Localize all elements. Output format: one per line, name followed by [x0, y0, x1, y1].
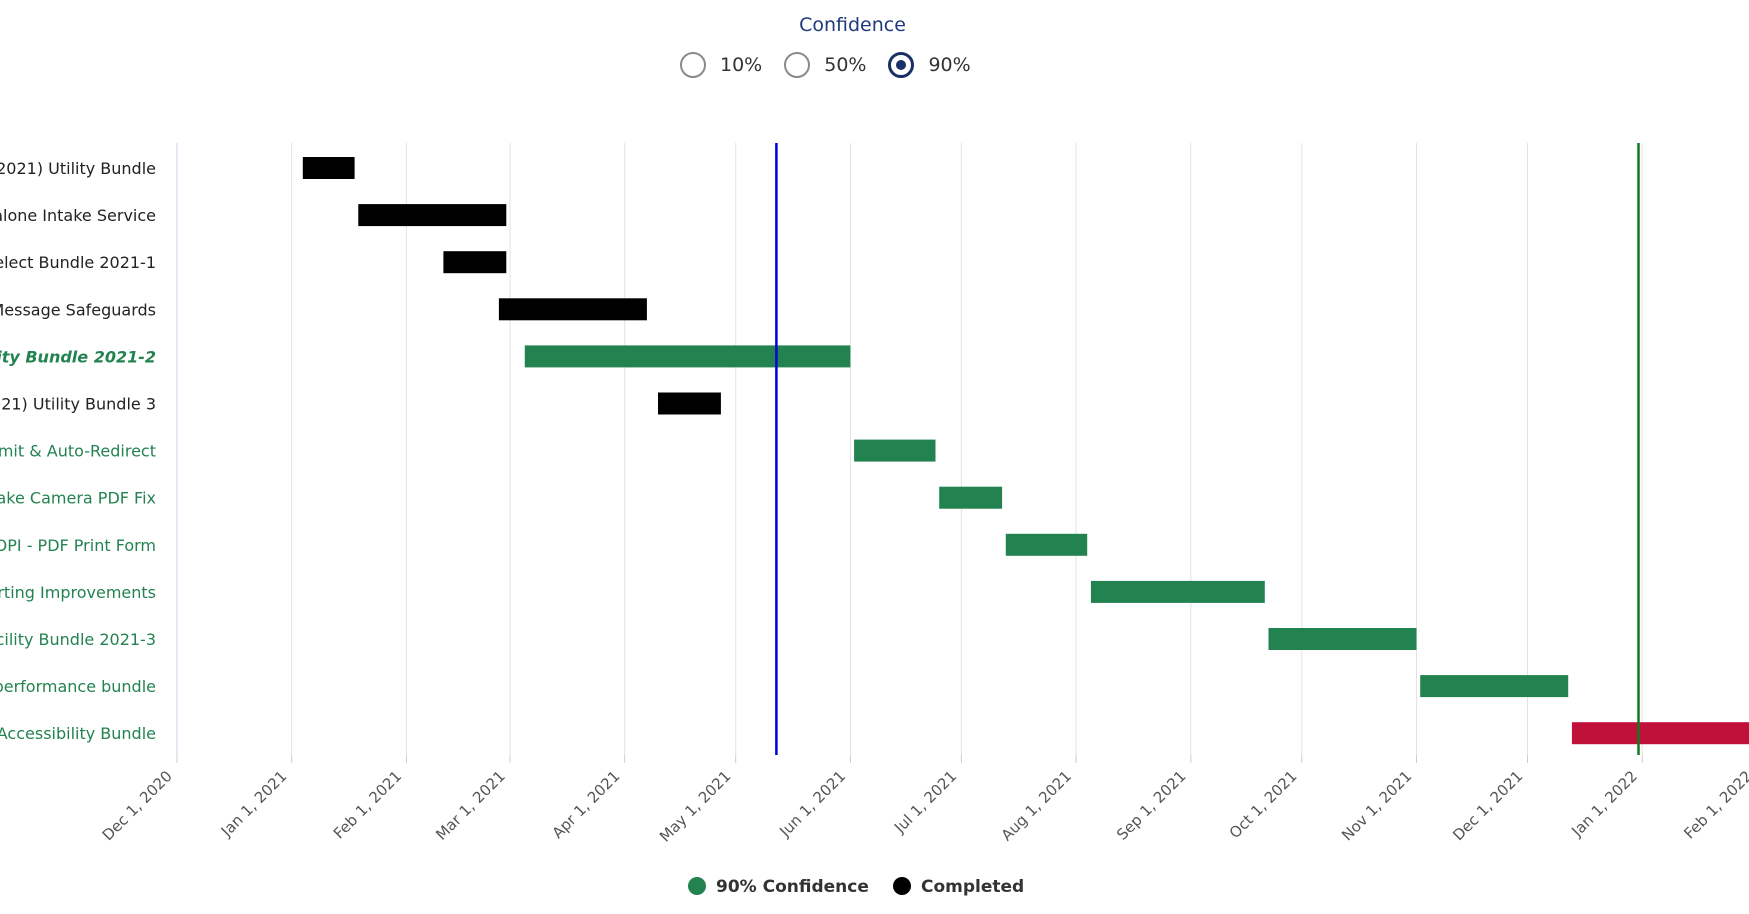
x-tick-label: Dec 1, 2020	[99, 767, 176, 844]
row-label: rting Improvements	[0, 583, 156, 602]
confidence-option-label: 10%	[720, 54, 763, 76]
row-label: ake Camera PDF Fix	[0, 489, 156, 508]
row-label: elect Bundle 2021-1	[0, 253, 156, 272]
gantt-bar	[443, 251, 507, 274]
radio-button-icon[interactable]	[680, 52, 706, 78]
gantt-bar	[1571, 722, 1749, 745]
gantt-bar	[358, 204, 507, 227]
x-tick-label: Mar 1, 2021	[432, 767, 509, 844]
gantt-bar	[302, 157, 355, 179]
x-tick-label: Apr 1, 2021	[549, 767, 624, 842]
row-label: Message Safeguards	[0, 300, 156, 319]
confidence-option-label: 50%	[824, 54, 867, 76]
row-label: lity Bundle 2021-2	[0, 347, 156, 366]
row-label: 2021) Utility Bundle	[0, 159, 156, 178]
row-label: alone Intake Service	[0, 206, 156, 225]
radio-button-icon[interactable]	[784, 52, 811, 78]
x-tick-label: Sep 1, 2021	[1113, 767, 1190, 844]
confidence-option-10[interactable]: 10%	[680, 52, 762, 78]
x-tick-label: Aug 1, 2021	[998, 767, 1075, 844]
x-tick-label: Jul 1, 2021	[890, 767, 960, 837]
confidence-radio-group: 10% 50% 90%	[680, 52, 993, 78]
gantt-bar	[1005, 533, 1088, 556]
gantt-bar	[1268, 628, 1417, 650]
row-label: 021) Utility Bundle 3	[0, 395, 156, 414]
gantt-bar	[524, 345, 851, 368]
x-tick-label: Jan 1, 2021	[217, 767, 291, 841]
legend-label: Completed	[921, 877, 1024, 897]
x-tick-label: Feb 1, 2021	[330, 767, 405, 842]
x-tick-label: Nov 1, 2021	[1338, 767, 1415, 844]
confidence-option-90[interactable]: 90%	[888, 52, 971, 78]
legend-marker-icon	[893, 877, 911, 895]
x-tick-label: Feb 1, 2022	[1680, 767, 1749, 842]
legend-marker-icon	[688, 877, 706, 895]
confidence-title: Confidence	[799, 14, 906, 36]
gantt-bar	[854, 439, 936, 462]
radio-button-selected-icon[interactable]	[888, 52, 915, 78]
x-tick-label: Dec 1, 2021	[1449, 767, 1526, 844]
gantt-bar	[658, 392, 721, 415]
row-label: OPI - PDF Print Form	[0, 536, 156, 555]
gantt-bar	[498, 298, 647, 321]
legend-label: 90% Confidence	[716, 877, 869, 897]
row-label: Accessibility Bundle	[0, 724, 156, 743]
gantt-bar	[939, 486, 1003, 509]
x-tick-label: Jan 1, 2022	[1567, 767, 1641, 841]
row-label: cility Bundle 2021-3	[0, 630, 156, 649]
confidence-option-label: 90%	[928, 54, 971, 76]
x-tick-label: Jun 1, 2021	[775, 767, 849, 841]
gantt-bar	[1420, 675, 1569, 698]
x-tick-label: Oct 1, 2021	[1226, 767, 1301, 842]
gantt-bar	[1090, 580, 1265, 603]
row-label: mit & Auto-Redirect	[0, 442, 156, 461]
row-label: performance bundle	[0, 677, 156, 696]
x-tick-label: May 1, 2021	[656, 767, 735, 846]
confidence-option-50[interactable]: 50%	[784, 52, 866, 78]
